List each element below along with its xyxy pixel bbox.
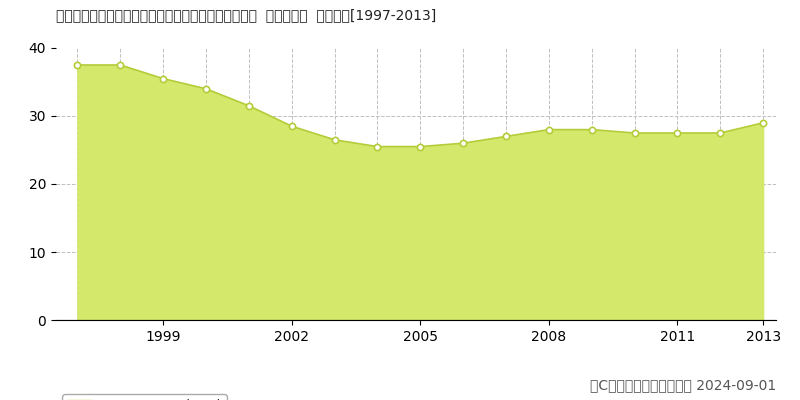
- Text: （C）土地価格ドットコム 2024-09-01: （C）土地価格ドットコム 2024-09-01: [590, 378, 776, 392]
- Text: 愛知県名古屋市緑区有松町大字桶狭間字巻山１番１６  基準地価格  地価推移[1997-2013]: 愛知県名古屋市緑区有松町大字桶狭間字巻山１番１６ 基準地価格 地価推移[1997…: [56, 8, 436, 22]
- Legend: 基準地価格  平均坪単価(万円/坪): 基準地価格 平均坪単価(万円/坪): [62, 394, 226, 400]
